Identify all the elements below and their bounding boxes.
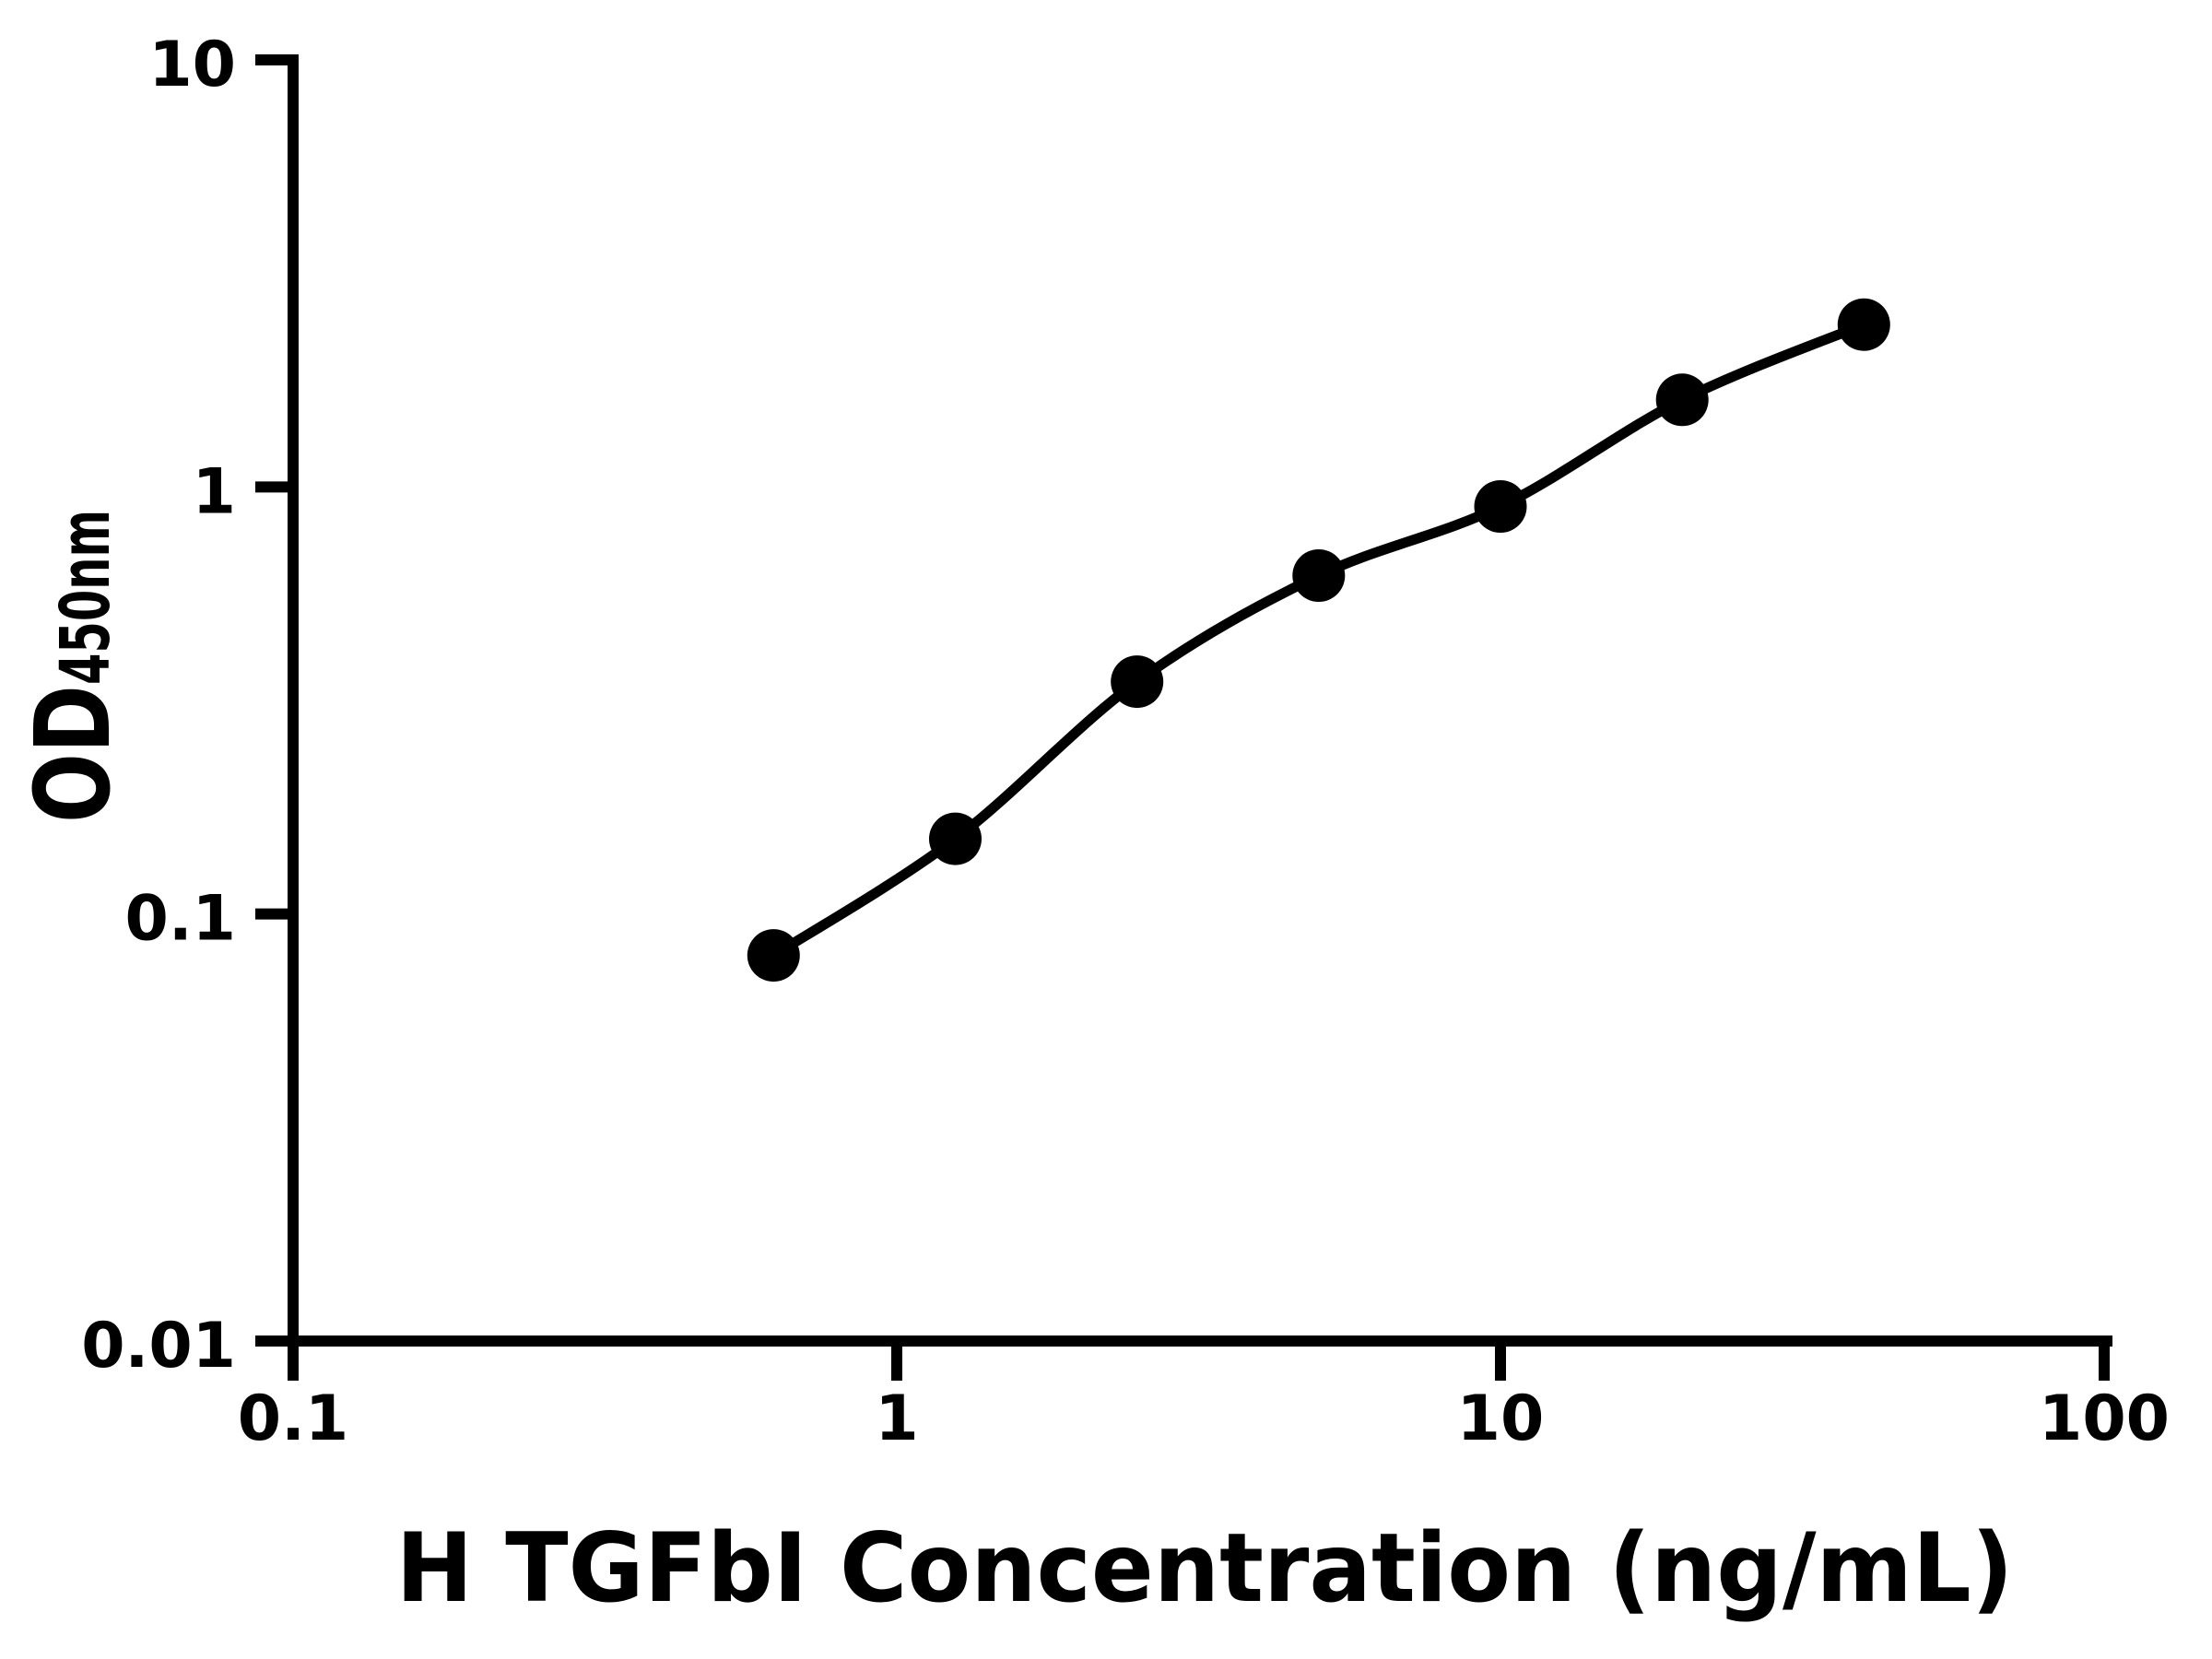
x-axis-ticks <box>288 1341 2110 1381</box>
x-tick-label: 0.1 <box>238 1382 348 1455</box>
data-point-marker <box>1474 480 1527 533</box>
y-tick-label: 1 <box>193 455 236 528</box>
data-point-marker <box>1837 298 1890 351</box>
x-axis-title: H TGFbI Concentration (ng/mL) <box>396 1513 2014 1624</box>
data-point-marker <box>1111 655 1164 709</box>
data-point-marker <box>929 812 982 865</box>
data-point-marker <box>1655 373 1709 427</box>
y-tick-label: 0.01 <box>81 1310 236 1382</box>
x-tick-label: 100 <box>2039 1382 2170 1455</box>
y-tick-label: 10 <box>148 29 236 101</box>
x-tick-label: 10 <box>1457 1382 1545 1455</box>
y-axis-title: OD450nm <box>14 510 134 823</box>
data-series <box>747 298 1890 982</box>
y-tick-label: 0.1 <box>125 883 236 956</box>
x-tick-label: 1 <box>875 1382 918 1455</box>
y-axis-tick-labels: 10 1 0.1 0.01 <box>81 29 236 1382</box>
y-axis-title-subscript: 450nm <box>46 510 125 685</box>
data-point-marker <box>747 929 800 982</box>
x-axis-tick-labels: 0.1 1 10 100 <box>238 1382 2170 1455</box>
data-points <box>747 298 1890 982</box>
fitted-curve-line <box>768 319 1869 961</box>
data-point-marker <box>1292 549 1346 602</box>
y-axis-title-main: OD <box>14 685 134 823</box>
